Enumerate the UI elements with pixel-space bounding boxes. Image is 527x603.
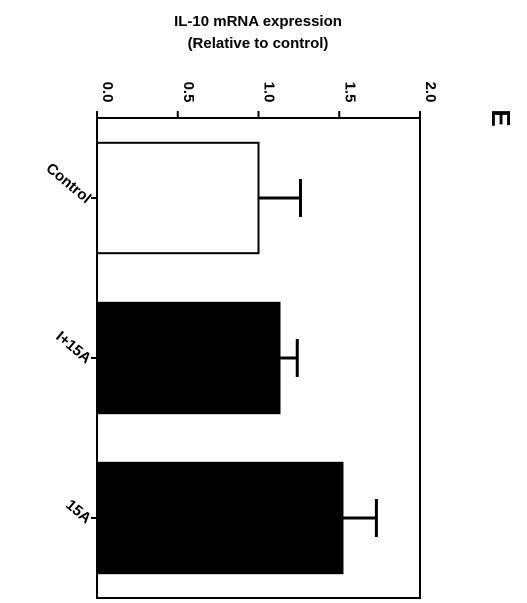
panel-label: E: [486, 109, 516, 126]
bar: [96, 461, 344, 575]
bar: [96, 301, 281, 415]
bar: [96, 141, 260, 255]
x-tick-label: 0.0: [99, 82, 116, 103]
error-bar: [342, 499, 378, 537]
x-tick-label: 0.5: [180, 82, 197, 103]
y-tick-label: 15A: [62, 496, 94, 527]
y-tick-label: I+15A: [52, 328, 94, 367]
axis-label: IL-10 mRNA expression: [174, 13, 342, 30]
axis-label: (Relative to control): [188, 35, 329, 52]
x-tick-label: 2.0: [422, 82, 439, 103]
y-tick-label: Control: [43, 160, 95, 207]
error-bar: [258, 179, 302, 217]
x-tick-label: 1.0: [261, 82, 278, 103]
x-tick-label: 1.5: [341, 82, 358, 103]
error-bar: [279, 339, 299, 377]
